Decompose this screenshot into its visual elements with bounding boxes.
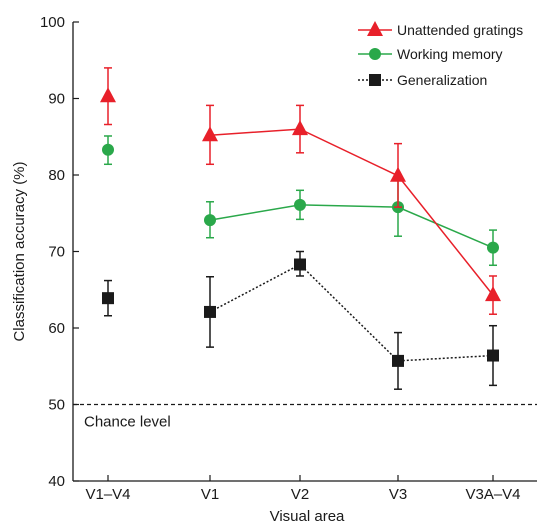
y-tick-label: 100 xyxy=(40,14,65,31)
x-tick-label: V2 xyxy=(291,486,309,503)
series-layer xyxy=(100,67,501,390)
legend-label: Working memory xyxy=(397,46,503,62)
data-point xyxy=(204,305,216,318)
x-tick-label: V1 xyxy=(201,486,219,503)
x-tick-label: V3A–V4 xyxy=(465,486,520,503)
data-point xyxy=(102,143,114,156)
legend-label: Unattended gratings xyxy=(397,22,523,38)
x-tick-label: V3 xyxy=(389,486,407,503)
chance-level-reference: Chance level xyxy=(73,403,537,431)
legend-item: Working memory xyxy=(358,46,503,62)
data-point xyxy=(102,292,114,305)
x-axis-label: Visual area xyxy=(270,508,345,525)
y-tick-label: 70 xyxy=(48,244,65,261)
chance-level-label: Chance level xyxy=(84,414,171,431)
data-point xyxy=(487,241,499,254)
axes: 40 50 60 70 80 90 100 V1–V4 V1 V2 V3 V3A–V4 xyxy=(40,14,537,503)
legend-marker xyxy=(369,48,381,60)
data-point xyxy=(390,166,406,182)
data-point xyxy=(204,214,216,227)
legend: Unattended gratings Working memory General… xyxy=(358,21,523,88)
y-axis-label: Classification accuracy (%) xyxy=(11,161,28,341)
series-working-memory xyxy=(102,135,499,267)
legend-marker xyxy=(367,21,383,36)
y-tick-label: 60 xyxy=(48,320,65,337)
legend-item: Generalization xyxy=(358,72,487,88)
legend-marker xyxy=(369,74,381,86)
series-unattended-gratings xyxy=(100,67,501,315)
x-tick-label: V1–V4 xyxy=(85,486,130,503)
y-tick-label: 90 xyxy=(48,91,65,108)
data-point xyxy=(202,126,218,142)
series-line xyxy=(209,204,494,249)
data-point xyxy=(100,87,116,103)
data-point xyxy=(292,120,308,136)
data-point xyxy=(294,198,306,211)
data-point xyxy=(294,258,306,271)
legend-item: Unattended gratings xyxy=(358,21,523,38)
y-tick-label: 40 xyxy=(48,473,65,490)
series-line xyxy=(209,263,494,362)
data-point xyxy=(392,354,404,367)
data-point xyxy=(485,286,501,302)
series-line xyxy=(209,128,494,296)
legend-label: Generalization xyxy=(397,72,487,88)
y-tick-label: 50 xyxy=(48,397,65,414)
series-generalization xyxy=(102,250,499,390)
data-point xyxy=(487,349,499,362)
y-tick-label: 80 xyxy=(48,167,65,184)
